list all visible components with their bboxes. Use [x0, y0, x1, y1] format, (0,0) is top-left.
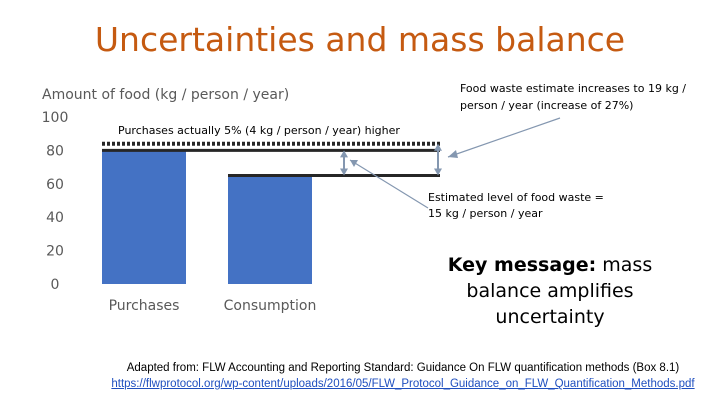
- annotation-estimated-level: Estimated level of food waste = 15 kg / …: [428, 191, 604, 220]
- annotation-purchases-higher: Purchases actually 5% (4 kg / person / y…: [118, 124, 400, 137]
- callout-line-1: [447, 117, 561, 158]
- y-tick-label: 40: [46, 210, 64, 226]
- y-axis-label: Amount of food (kg / person / year): [42, 87, 290, 103]
- y-tick-label: 60: [46, 177, 64, 193]
- bar-consumption: [228, 175, 312, 284]
- callout-arrowhead-1: [448, 150, 458, 158]
- source-credit: Adapted from: FLW Accounting and Reporti…: [90, 360, 716, 392]
- callout-arrowhead-2: [350, 160, 358, 167]
- key-message: Key message: mass balance amplifies unce…: [445, 252, 655, 330]
- page-title: Uncertainties and mass balance: [94, 20, 626, 59]
- x-tick-label: Purchases: [109, 298, 180, 314]
- y-tick-label: 20: [46, 244, 64, 260]
- key-message-text: mass balance amplifies uncertainty: [466, 254, 653, 328]
- bar-purchases: [102, 150, 186, 284]
- y-tick-label: 100: [42, 110, 69, 126]
- annotation-food-waste-estimate: Food waste estimate increases to 19 kg /…: [460, 82, 686, 112]
- waste-estimate-arrow-head-bottom: [340, 168, 348, 176]
- waste-estimate-arrow-head-top: [340, 150, 348, 158]
- y-tick-label: 0: [51, 277, 60, 293]
- key-message-label: Key message:: [447, 254, 597, 276]
- credit-link[interactable]: https://flwprotocol.org/wp-content/uploa…: [111, 378, 695, 390]
- x-tick-label: Consumption: [224, 298, 317, 314]
- waste-increase-arrow-head-bottom: [434, 168, 442, 176]
- y-tick-label: 80: [46, 143, 64, 159]
- callout-line-2: [349, 159, 429, 209]
- waste-increase-arrow-head-top: [434, 143, 442, 151]
- credit-text: Adapted from: FLW Accounting and Reporti…: [126, 362, 680, 374]
